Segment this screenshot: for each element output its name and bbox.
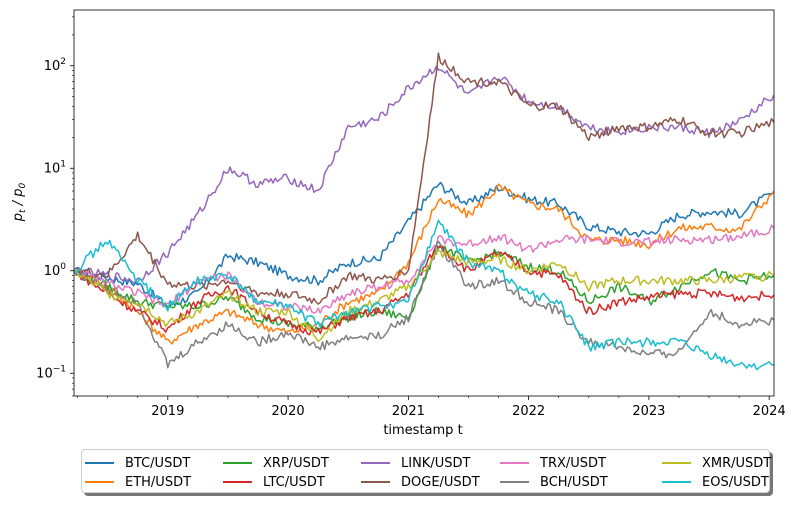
series-line bbox=[74, 181, 774, 308]
legend-label: TRX/USDT bbox=[540, 455, 606, 471]
y-axis-label: pt / p0 bbox=[11, 183, 28, 223]
y-tick-label: 101 bbox=[44, 159, 66, 176]
legend-item: LTC/USDT bbox=[223, 473, 325, 491]
legend-label: LTC/USDT bbox=[263, 474, 325, 490]
y-tick-label: 10−1 bbox=[36, 364, 66, 381]
legend-swatch bbox=[361, 481, 390, 483]
legend-swatch bbox=[500, 481, 529, 483]
legend-item: BTC/USDT bbox=[85, 454, 190, 472]
y-tick-label: 100 bbox=[44, 262, 67, 279]
legend-label: XMR/USDT bbox=[702, 455, 772, 471]
legend-item: XRP/USDT bbox=[223, 454, 329, 472]
x-tick-label: 2019 bbox=[151, 404, 184, 419]
legend-swatch bbox=[85, 481, 114, 483]
legend: BTC/USDT ETH/USDT XRP/USDT LTC/USDT LINK/USD… bbox=[81, 449, 771, 493]
legend-label: EOS/USDT bbox=[702, 474, 769, 490]
legend-label: XRP/USDT bbox=[263, 455, 329, 471]
legend-item: BCH/USDT bbox=[500, 473, 608, 491]
y-tick-label: 102 bbox=[44, 57, 66, 74]
series-line bbox=[74, 249, 774, 343]
legend-label: ETH/USDT bbox=[125, 474, 192, 490]
series-line bbox=[74, 219, 774, 371]
x-tick-label: 2022 bbox=[512, 404, 545, 419]
series-line bbox=[74, 65, 774, 284]
legend-swatch bbox=[361, 462, 390, 464]
plot-area bbox=[74, 52, 774, 371]
legend-item: TRX/USDT bbox=[500, 454, 606, 472]
axes-frame bbox=[73, 9, 775, 397]
legend-swatch bbox=[500, 462, 529, 464]
legend-label: BTC/USDT bbox=[125, 455, 191, 471]
legend-swatch bbox=[223, 462, 252, 464]
legend-item: EOS/USDT bbox=[662, 473, 769, 491]
x-tick-label: 2024 bbox=[753, 404, 786, 419]
x-tick-label: 2020 bbox=[272, 404, 305, 419]
legend-item: XMR/USDT bbox=[662, 454, 771, 472]
legend-swatch bbox=[85, 462, 114, 464]
x-axis-label: timestamp t bbox=[383, 423, 462, 438]
legend-label: LINK/USDT bbox=[401, 455, 471, 471]
series-line bbox=[74, 240, 774, 369]
legend-item: DOGE/USDT bbox=[361, 473, 480, 491]
axes: 2019 2020 2021 2022 2023 2024 10−1 100 101 102 bbox=[36, 9, 786, 419]
x-tick-label: 2021 bbox=[392, 404, 425, 419]
legend-swatch bbox=[662, 462, 691, 464]
legend-item: LINK/USDT bbox=[361, 454, 470, 472]
legend-swatch bbox=[662, 481, 691, 483]
legend-item: ETH/USDT bbox=[85, 473, 191, 491]
x-tick-label: 2023 bbox=[632, 404, 665, 419]
legend-label: BCH/USDT bbox=[540, 474, 608, 490]
legend-label: DOGE/USDT bbox=[401, 474, 480, 490]
series-line bbox=[74, 52, 774, 305]
series-line bbox=[74, 244, 774, 336]
series-line bbox=[74, 244, 774, 332]
legend-swatch bbox=[223, 481, 252, 483]
series-line bbox=[74, 224, 774, 314]
